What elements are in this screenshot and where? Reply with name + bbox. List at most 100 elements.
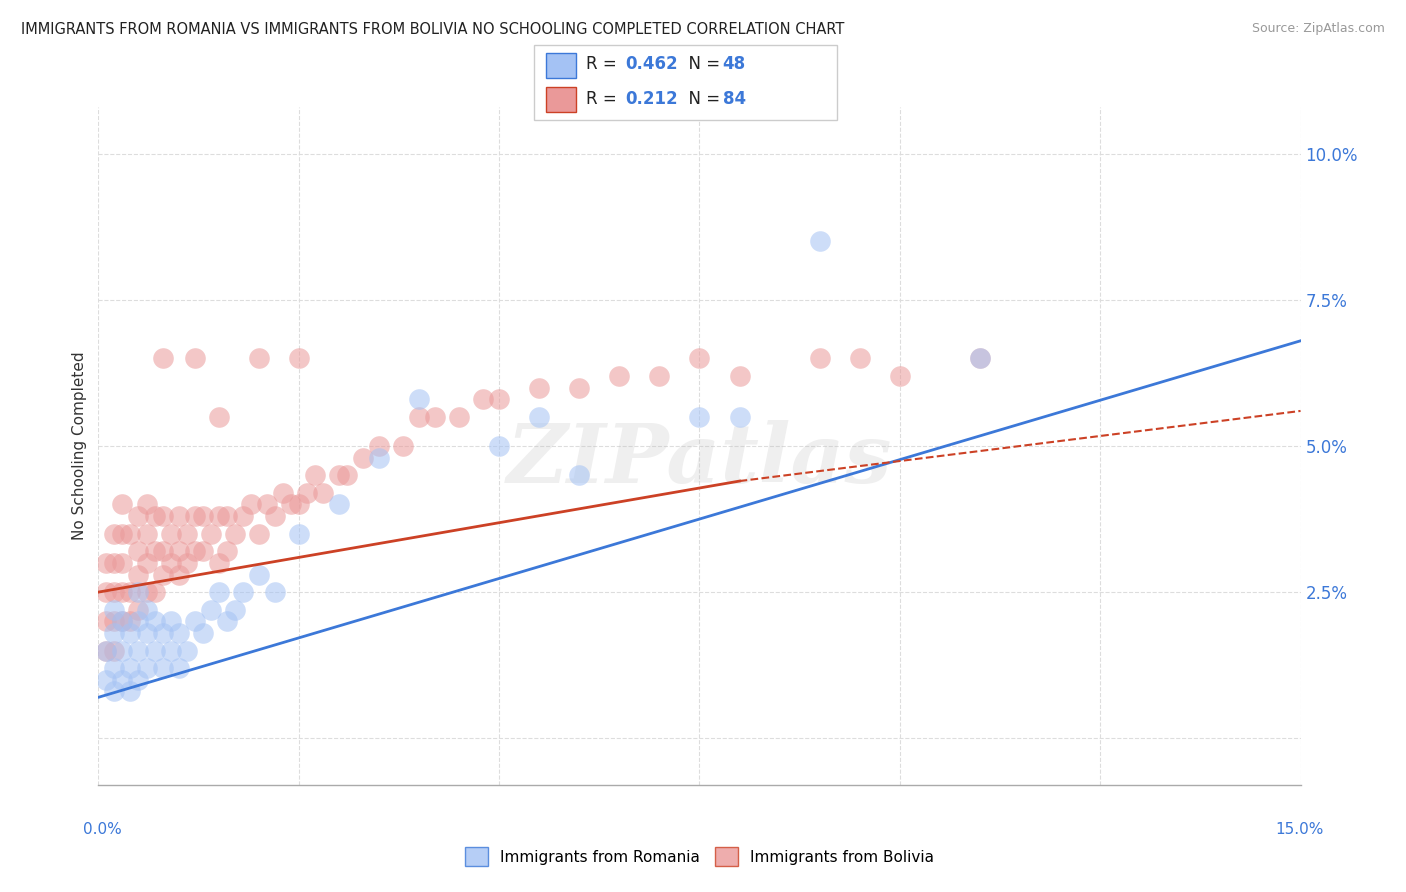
Point — [135, 602, 157, 616]
Point — [111, 526, 134, 541]
Point — [728, 409, 751, 424]
Point — [103, 661, 125, 675]
Point — [96, 556, 118, 570]
Point — [152, 544, 174, 558]
Point — [143, 544, 166, 558]
Text: 0.0%: 0.0% — [83, 822, 122, 837]
Y-axis label: No Schooling Completed: No Schooling Completed — [72, 351, 87, 541]
Point — [96, 643, 118, 657]
Point — [120, 626, 142, 640]
Point — [111, 498, 134, 512]
Point — [488, 439, 510, 453]
Point — [263, 509, 285, 524]
Point — [247, 567, 270, 582]
Point — [208, 556, 231, 570]
Point — [96, 615, 118, 629]
Point — [128, 567, 150, 582]
Point — [328, 498, 350, 512]
Point — [103, 556, 125, 570]
Point — [191, 509, 214, 524]
Point — [239, 498, 262, 512]
Point — [159, 615, 181, 629]
Point — [176, 643, 198, 657]
Point — [304, 468, 326, 483]
Point — [215, 544, 238, 558]
Point — [128, 643, 150, 657]
Point — [143, 509, 166, 524]
Point — [128, 673, 150, 687]
Point — [472, 392, 495, 407]
Point — [889, 368, 911, 383]
Legend: Immigrants from Romania, Immigrants from Bolivia: Immigrants from Romania, Immigrants from… — [458, 841, 941, 872]
Point — [159, 526, 181, 541]
Point — [111, 556, 134, 570]
Point — [208, 509, 231, 524]
Point — [128, 509, 150, 524]
Point — [120, 615, 142, 629]
Point — [96, 585, 118, 599]
Point — [135, 626, 157, 640]
Point — [96, 643, 118, 657]
Text: Source: ZipAtlas.com: Source: ZipAtlas.com — [1251, 22, 1385, 36]
Point — [328, 468, 350, 483]
Point — [152, 567, 174, 582]
Point — [688, 351, 710, 366]
Point — [128, 615, 150, 629]
Point — [232, 585, 254, 599]
Point — [167, 544, 190, 558]
Point — [969, 351, 991, 366]
Point — [568, 468, 591, 483]
Point — [232, 509, 254, 524]
Point — [392, 439, 415, 453]
Point — [280, 498, 302, 512]
Point — [152, 509, 174, 524]
Text: ZIPatlas: ZIPatlas — [506, 419, 893, 500]
Point — [688, 409, 710, 424]
Point — [103, 684, 125, 698]
Point — [152, 351, 174, 366]
Point — [128, 544, 150, 558]
Point — [191, 544, 214, 558]
Point — [167, 626, 190, 640]
Point — [120, 526, 142, 541]
Point — [111, 615, 134, 629]
Point — [135, 498, 157, 512]
Point — [103, 615, 125, 629]
Point — [271, 485, 294, 500]
Point — [135, 526, 157, 541]
Point — [728, 368, 751, 383]
Point — [408, 392, 430, 407]
Point — [648, 368, 671, 383]
Point — [191, 626, 214, 640]
Point — [120, 585, 142, 599]
Point — [120, 684, 142, 698]
Text: N =: N = — [678, 90, 725, 108]
Point — [128, 602, 150, 616]
Text: R =: R = — [586, 55, 623, 73]
Point — [609, 368, 631, 383]
Point — [368, 450, 391, 465]
Point — [529, 380, 551, 394]
Point — [256, 498, 278, 512]
Point — [111, 615, 134, 629]
Point — [312, 485, 335, 500]
Point — [176, 526, 198, 541]
Point — [295, 485, 318, 500]
Point — [159, 556, 181, 570]
Text: 15.0%: 15.0% — [1275, 822, 1323, 837]
Point — [849, 351, 872, 366]
Point — [423, 409, 446, 424]
Point — [408, 409, 430, 424]
Point — [111, 673, 134, 687]
Point — [208, 585, 231, 599]
Point — [200, 526, 222, 541]
Point — [176, 556, 198, 570]
Text: N =: N = — [678, 55, 725, 73]
Point — [152, 626, 174, 640]
Point — [447, 409, 470, 424]
Point — [336, 468, 359, 483]
Text: R =: R = — [586, 90, 623, 108]
Point — [143, 585, 166, 599]
Point — [208, 409, 231, 424]
Point — [135, 661, 157, 675]
